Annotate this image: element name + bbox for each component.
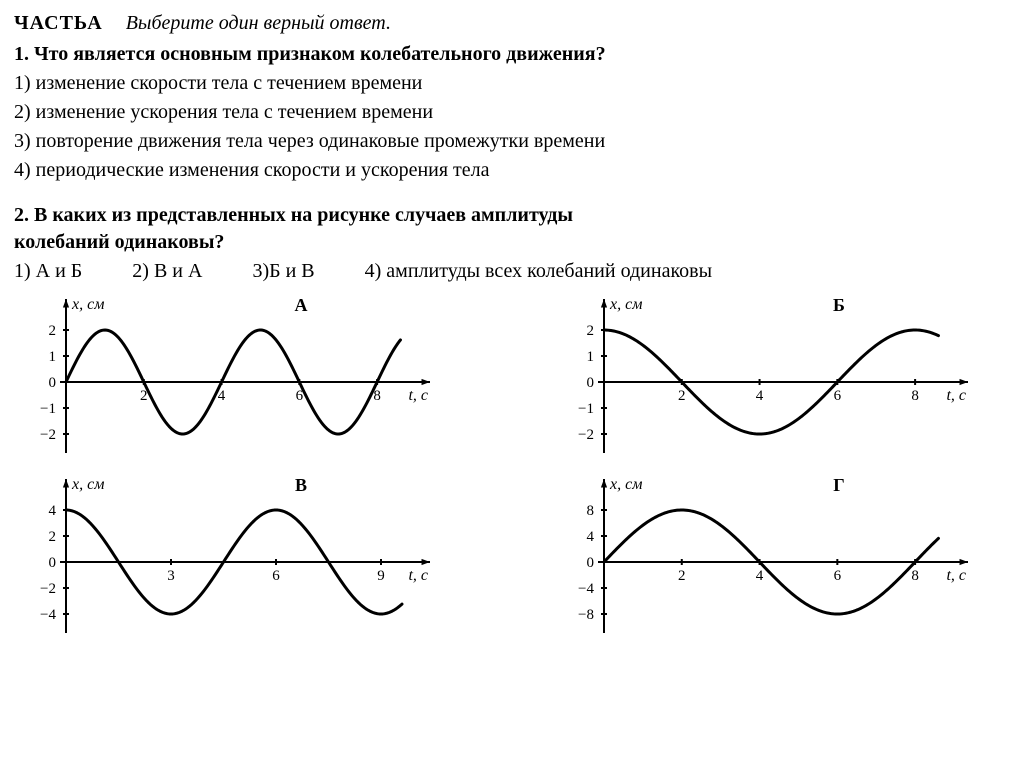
svg-text:0: 0 <box>587 555 595 571</box>
chart-B: 2 4 6 8 2 1 0 −1 −2 x, см t, с Б <box>552 295 1010 465</box>
svg-text:−1: −1 <box>40 401 56 417</box>
svg-text:1: 1 <box>49 349 57 365</box>
svg-text:3: 3 <box>167 568 175 584</box>
svg-text:9: 9 <box>377 568 385 584</box>
svg-text:x, см: x, см <box>609 476 642 493</box>
svg-text:4: 4 <box>587 529 595 545</box>
question-2: 2. В каких из представленных на рисунке … <box>14 202 1010 256</box>
svg-text:4: 4 <box>756 568 764 584</box>
svg-text:−2: −2 <box>40 581 56 597</box>
q1-option-2: 2) изменение ускорения тела с течением в… <box>14 99 1010 126</box>
svg-text:2: 2 <box>678 568 686 584</box>
header: ЧАСТЬА Выберите один верный ответ. <box>14 10 1010 37</box>
charts-grid: 2 4 6 8 2 1 0 −1 −2 x, см t, с А 2 4 6 8 2 1 0 −1 −2 x, см t,… <box>14 295 1010 645</box>
q2-number: 2. <box>14 204 29 226</box>
svg-text:4: 4 <box>756 388 764 404</box>
svg-text:x, см: x, см <box>609 296 642 313</box>
svg-text:2: 2 <box>678 388 686 404</box>
svg-text:А: А <box>295 295 308 315</box>
svg-text:6: 6 <box>834 388 842 404</box>
chart-V: 3 6 9 4 2 0 −2 −4 x, см t, с В <box>14 475 472 645</box>
svg-text:1: 1 <box>587 349 595 365</box>
svg-text:2: 2 <box>49 529 57 545</box>
svg-text:t, с: t, с <box>946 567 966 584</box>
q1-option-4: 4) периодические изменения скорости и ус… <box>14 157 1010 184</box>
svg-text:−1: −1 <box>578 401 594 417</box>
q1-text: Что является основным признаком колебате… <box>34 43 606 65</box>
svg-text:6: 6 <box>834 568 842 584</box>
svg-text:t, с: t, с <box>408 567 428 584</box>
q1-option-3: 3) повторение движения тела через одинак… <box>14 128 1010 155</box>
svg-text:x, см: x, см <box>71 296 104 313</box>
svg-text:2: 2 <box>49 323 57 339</box>
instruction: Выберите один верный ответ. <box>126 12 391 34</box>
svg-text:−4: −4 <box>40 607 56 623</box>
svg-text:Г: Г <box>833 475 844 495</box>
q2-text-line1: В каких из представленных на рисунке слу… <box>34 204 573 226</box>
svg-text:6: 6 <box>272 568 280 584</box>
svg-text:Б: Б <box>833 295 845 315</box>
svg-text:x, см: x, см <box>71 476 104 493</box>
svg-text:8: 8 <box>587 503 595 519</box>
question-1: 1. Что является основным признаком колеб… <box>14 41 1010 68</box>
svg-text:8: 8 <box>911 568 919 584</box>
svg-text:4: 4 <box>49 503 57 519</box>
svg-text:0: 0 <box>587 375 595 391</box>
q1-options: 1) изменение скорости тела с течением вр… <box>14 70 1010 184</box>
svg-text:t, с: t, с <box>408 387 428 404</box>
q1-option-1: 1) изменение скорости тела с течением вр… <box>14 70 1010 97</box>
svg-text:0: 0 <box>49 555 57 571</box>
q2-text-line2: колебаний одинаковы? <box>14 231 224 253</box>
q1-number: 1. <box>14 43 29 65</box>
part-label: ЧАСТЬА <box>14 12 103 34</box>
svg-text:8: 8 <box>911 388 919 404</box>
q2-option-2: 2) В и А <box>132 258 202 285</box>
svg-text:−2: −2 <box>40 427 56 443</box>
svg-text:0: 0 <box>49 375 57 391</box>
svg-text:В: В <box>295 475 307 495</box>
svg-text:t, с: t, с <box>946 387 966 404</box>
q2-option-4: 4) амплитуды всех колебаний одинаковы <box>365 258 712 285</box>
svg-text:−4: −4 <box>578 581 594 597</box>
q2-options: 1) А и Б 2) В и А 3)Б и В 4) амплитуды в… <box>14 258 1010 285</box>
svg-text:2: 2 <box>587 323 595 339</box>
chart-A: 2468210−1−2x, смt, сА <box>14 295 472 465</box>
svg-text:−8: −8 <box>578 607 594 623</box>
chart-G: 2 4 6 8 8 4 0 −4 −8 x, см t, с Г <box>552 475 1010 645</box>
svg-text:−2: −2 <box>578 427 594 443</box>
q2-option-3: 3)Б и В <box>252 258 314 285</box>
q2-option-1: 1) А и Б <box>14 258 82 285</box>
